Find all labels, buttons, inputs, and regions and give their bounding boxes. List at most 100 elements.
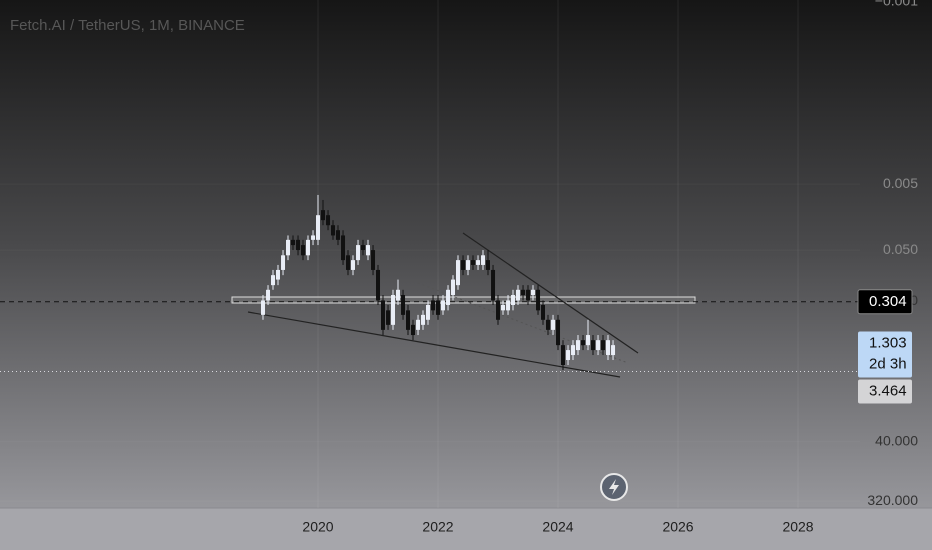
candle-body: [436, 300, 441, 315]
candle-body: [266, 289, 271, 301]
candle-body: [401, 295, 406, 315]
candle-body: [541, 304, 546, 320]
x-tick-label: 2020: [302, 519, 333, 535]
time-axis-strip: [0, 508, 932, 550]
candle-body: [431, 300, 436, 311]
price-badge: [857, 289, 913, 315]
candle-body: [581, 340, 586, 346]
candle-body: [556, 319, 561, 346]
candle-body: [566, 350, 571, 361]
candle-body: [530, 289, 535, 296]
candle-body: [575, 340, 580, 351]
candles: [260, 194, 616, 371]
candle-body: [470, 260, 475, 265]
lightning-button[interactable]: [600, 473, 628, 501]
candle-body: [515, 289, 520, 301]
candle-body: [416, 319, 421, 330]
candle-body: [506, 300, 511, 311]
candle-body: [571, 345, 576, 356]
candle-body: [275, 269, 280, 280]
candle-body: [476, 260, 481, 265]
candle-body: [485, 260, 490, 270]
candle-body: [451, 279, 456, 296]
candle-body: [446, 289, 451, 305]
price-badge: [858, 331, 912, 378]
x-tick-label: 2022: [422, 519, 453, 535]
price-badges: 0.304 1.303 2d 3h 3.464: [857, 289, 913, 404]
candle-body: [545, 319, 550, 330]
candle-body: [320, 210, 325, 221]
y-tick-label: −0.001: [875, 0, 918, 9]
candle-body: [455, 260, 460, 286]
candle-body: [551, 319, 556, 330]
price-lines: [0, 301, 860, 373]
y-tick-label: 320.000: [867, 492, 918, 508]
candle-body: [586, 335, 591, 346]
trend-line: [247, 311, 621, 378]
x-tick-label: 2028: [782, 519, 813, 535]
candle-body: [346, 255, 351, 270]
candle-body: [391, 295, 396, 325]
candle-body: [466, 260, 471, 270]
candle-body: [331, 225, 336, 236]
candle-body: [496, 300, 501, 320]
candle-body: [365, 245, 370, 256]
candle-body: [271, 275, 276, 286]
y-tick-label: 0.005: [883, 175, 918, 191]
candle-body: [380, 300, 385, 330]
rectangle-zone: [231, 296, 696, 304]
candle-body: [350, 260, 355, 270]
candle-body: [326, 215, 331, 226]
candle-body: [316, 215, 321, 240]
candle-body: [511, 295, 516, 305]
lightning-icon[interactable]: [609, 479, 619, 495]
candle-body: [371, 250, 376, 270]
candle-body: [281, 255, 286, 270]
candle-body: [335, 230, 340, 240]
candle-body: [601, 340, 606, 351]
candle-body: [521, 289, 526, 296]
countdown-label: 2d 3h: [869, 355, 907, 372]
y-tick-label: 0.050: [883, 241, 918, 257]
candle-body: [425, 304, 430, 320]
price-badge-label: 1.303: [869, 334, 907, 351]
candle-body: [386, 310, 391, 325]
candle-body: [311, 235, 316, 240]
candle-body: [605, 340, 610, 356]
price-badge-label: 3.464: [869, 382, 907, 399]
x-tick-label: 2024: [542, 519, 573, 535]
candle-body: [376, 269, 381, 301]
candle-body: [410, 324, 415, 336]
candle-body: [560, 345, 565, 365]
price-badge-label: 0.304: [869, 293, 907, 310]
candle-body: [406, 310, 411, 330]
candle-body: [536, 289, 541, 311]
candle-body: [526, 289, 531, 301]
candle-body: [421, 314, 426, 325]
candle-body: [260, 300, 265, 315]
candle-body: [491, 269, 496, 301]
candle-body: [290, 239, 295, 246]
candle-body: [461, 260, 466, 270]
candle-body: [440, 300, 445, 311]
candle-body: [361, 245, 366, 251]
candle-body: [500, 304, 505, 311]
y-tick-label: 40.000: [875, 432, 918, 448]
candle-body: [596, 340, 601, 351]
candle-body: [296, 239, 301, 251]
x-tick-label: 2026: [662, 519, 693, 535]
drawings: [231, 232, 696, 378]
candle-body: [590, 340, 595, 351]
candle-body: [611, 345, 616, 356]
candle-body: [341, 235, 346, 261]
candle-body: [481, 255, 486, 265]
trend-line: [462, 232, 639, 354]
candle-body: [356, 245, 361, 261]
candle-body: [301, 245, 306, 256]
candle-body: [286, 239, 291, 256]
candle-body: [305, 239, 310, 256]
price-badge: [858, 379, 912, 404]
grid: [0, 0, 860, 508]
